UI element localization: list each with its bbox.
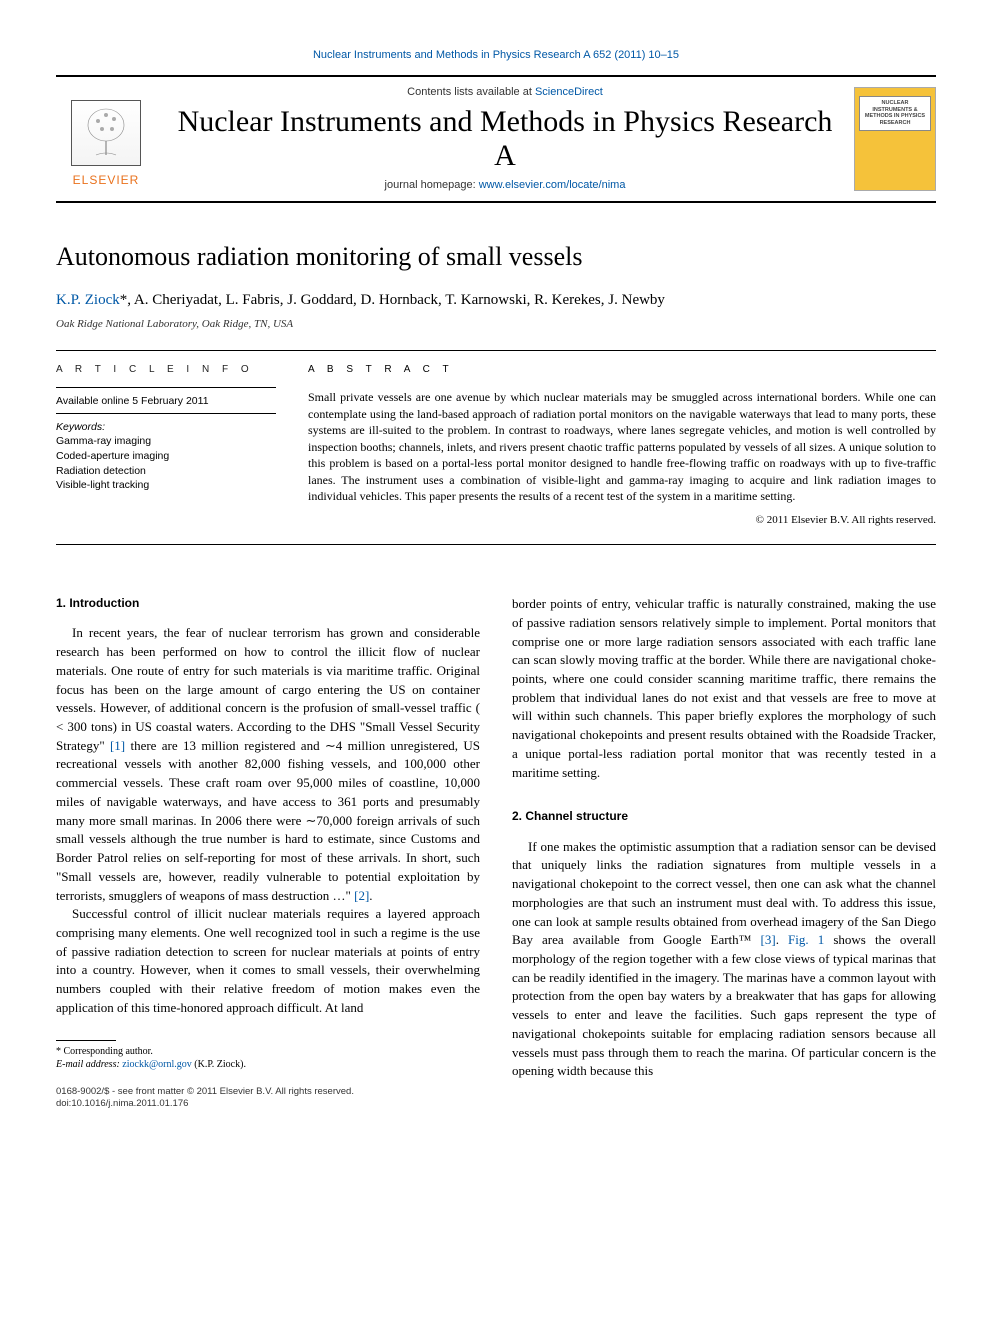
journal-cover-thumb: NUCLEAR INSTRUMENTS & METHODS IN PHYSICS… [854, 87, 936, 191]
abstract-heading: A B S T R A C T [308, 363, 936, 377]
authors-rest: , A. Cheriyadat, L. Fabris, J. Goddard, … [127, 292, 665, 308]
section-1-para-1: In recent years, the fear of nuclear ter… [56, 624, 480, 905]
footnote-corresponding: * Corresponding author. [56, 1045, 480, 1059]
section-1-para-3: border points of entry, vehicular traffi… [512, 595, 936, 782]
text-run: there are 13 million registered and ∼4 m… [56, 738, 480, 903]
article-info-heading: A R T I C L E I N F O [56, 363, 276, 377]
text-run: . [776, 932, 788, 947]
rule-above-info [56, 350, 936, 351]
keyword: Gamma-ray imaging [56, 434, 276, 449]
abstract-block: A B S T R A C T Small private vessels ar… [308, 363, 936, 528]
author-list: K.P. Ziock*, A. Cheriyadat, L. Fabris, J… [56, 290, 936, 311]
keyword: Visible-light tracking [56, 478, 276, 493]
elsevier-logo: ELSEVIER [56, 89, 156, 189]
available-online: Available online 5 February 2011 [56, 394, 276, 409]
ref-link-1[interactable]: [1] [110, 738, 125, 753]
email-link[interactable]: ziockk@ornl.gov [122, 1059, 191, 1070]
issn-line: 0168-9002/$ - see front matter © 2011 El… [56, 1086, 480, 1098]
homepage-link[interactable]: www.elsevier.com/locate/nima [479, 179, 626, 191]
rule-below-abstract [56, 544, 936, 545]
keyword: Coded-aperture imaging [56, 449, 276, 464]
section-1-heading: 1. Introduction [56, 595, 480, 612]
journal-header: ELSEVIER Contents lists available at Sci… [56, 75, 936, 203]
text-run: shows the overall morphology of the regi… [512, 932, 936, 1078]
keywords-label: Keywords: [56, 420, 276, 435]
contents-available: Contents lists available at ScienceDirec… [176, 85, 834, 100]
elsevier-wordmark: ELSEVIER [73, 172, 140, 189]
footnote-email: E-mail address: ziockk@ornl.gov (K.P. Zi… [56, 1058, 480, 1072]
section-2-para-1: If one makes the optimistic assumption t… [512, 838, 936, 1081]
cover-badge: NUCLEAR INSTRUMENTS & METHODS IN PHYSICS… [859, 96, 931, 130]
fig-link-1[interactable]: Fig. 1 [788, 932, 824, 947]
doi-line: doi:10.1016/j.nima.2011.01.176 [56, 1098, 480, 1110]
text-run: . [369, 888, 372, 903]
email-who: (K.P. Ziock). [192, 1059, 246, 1070]
section-2-heading: 2. Channel structure [512, 808, 936, 825]
affiliation: Oak Ridge National Laboratory, Oak Ridge… [56, 317, 936, 332]
journal-homepage: journal homepage: www.elsevier.com/locat… [176, 178, 834, 193]
article-info-block: A R T I C L E I N F O Available online 5… [56, 363, 276, 528]
text-run: If one makes the optimistic assumption t… [512, 839, 936, 948]
running-header: Nuclear Instruments and Methods in Physi… [56, 48, 936, 63]
abstract-text: Small private vessels are one avenue by … [308, 389, 936, 505]
article-title: Autonomous radiation monitoring of small… [56, 239, 936, 275]
ref-link-3[interactable]: [3] [761, 932, 776, 947]
keyword: Radiation detection [56, 464, 276, 479]
corresponding-author-link[interactable]: K.P. Ziock [56, 292, 120, 308]
footnote-rule [56, 1040, 116, 1041]
section-1-para-2: Successful control of illicit nuclear ma… [56, 905, 480, 1017]
info-rule-2 [56, 413, 276, 414]
abstract-copyright: © 2011 Elsevier B.V. All rights reserved… [308, 513, 936, 528]
contents-prefix: Contents lists available at [407, 86, 535, 98]
sciencedirect-link[interactable]: ScienceDirect [535, 86, 603, 98]
text-run: In recent years, the fear of nuclear ter… [56, 625, 480, 752]
column-left: 1. Introduction In recent years, the fea… [56, 595, 480, 1110]
body-columns: 1. Introduction In recent years, the fea… [56, 595, 936, 1110]
elsevier-tree-icon [71, 100, 141, 166]
homepage-prefix: journal homepage: [385, 179, 479, 191]
column-right: border points of entry, vehicular traffi… [512, 595, 936, 1110]
ref-link-2[interactable]: [2] [354, 888, 369, 903]
info-rule-1 [56, 387, 276, 388]
front-matter-meta: 0168-9002/$ - see front matter © 2011 El… [56, 1086, 480, 1111]
email-label: E-mail address: [56, 1059, 122, 1070]
journal-title: Nuclear Instruments and Methods in Physi… [176, 105, 834, 174]
